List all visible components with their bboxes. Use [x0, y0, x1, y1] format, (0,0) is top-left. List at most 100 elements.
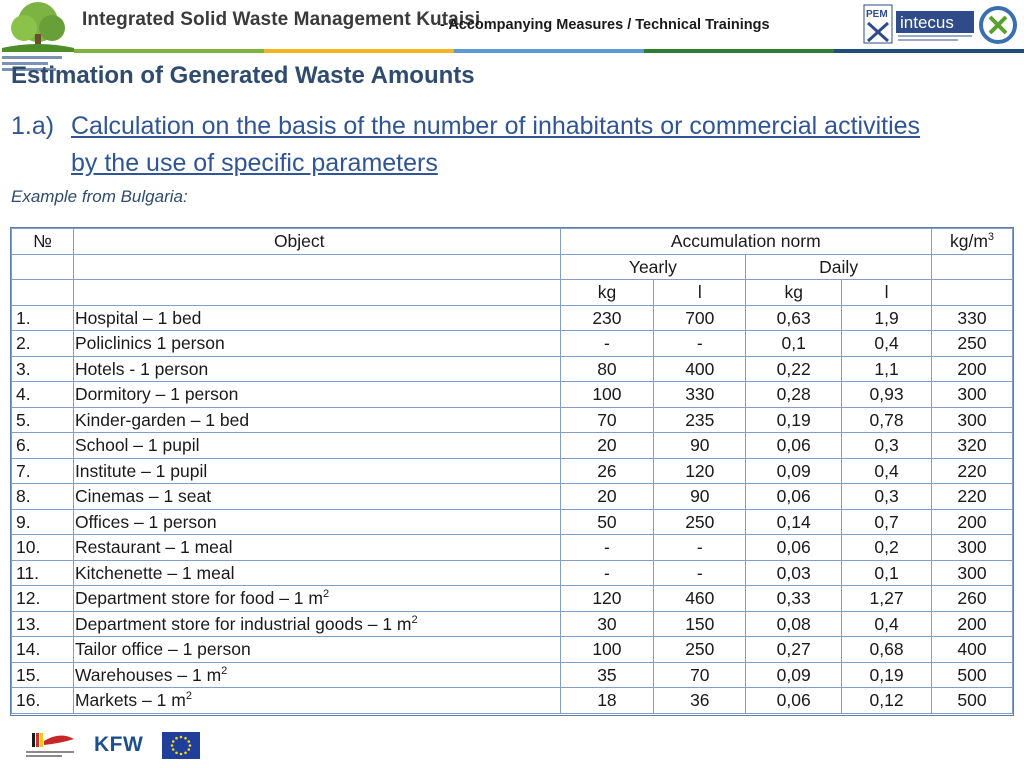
row-daily-kg: 0,09: [745, 661, 843, 688]
pem-logo-text: PEM: [866, 9, 888, 20]
row-density: 300: [931, 559, 1013, 586]
row-yearly-l: 120: [653, 457, 747, 484]
header-object: Object: [72, 228, 561, 255]
row-daily-l: 0,3: [841, 483, 933, 510]
row-daily-kg: 0,09: [745, 457, 843, 484]
row-object-text: Kinder-garden – 1 bed: [74, 409, 250, 430]
row-yearly-kg: 26: [559, 457, 655, 484]
row-yearly-l: 700: [653, 304, 747, 331]
row-object-text: Restaurant – 1 meal: [74, 537, 233, 558]
section-subtitle: - Accompanying Measures / Technical Trai…: [440, 17, 770, 33]
table-row: 3. Hotels - 1 person 80 400 0,22 1,1 200: [11, 355, 1013, 382]
row-number: 11.: [11, 559, 74, 586]
row-yearly-kg: 20: [559, 483, 655, 510]
row-object: Institute – 1 pupil: [72, 457, 561, 484]
row-object-sup: 2: [322, 588, 330, 601]
row-yearly-l: 460: [653, 585, 747, 612]
row-daily-l: 1,27: [841, 585, 933, 612]
row-object-text: Markets – 1 m: [74, 690, 186, 711]
row-object-text: Department store for food – 1 m: [74, 588, 323, 609]
row-yearly-l: 250: [653, 508, 747, 535]
german-cooperation-logo-icon: [26, 733, 74, 757]
row-yearly-kg: 50: [559, 508, 655, 535]
row-yearly-kg: 230: [559, 304, 655, 331]
row-daily-l: 0,7: [841, 508, 933, 535]
row-number: 16.: [11, 687, 74, 714]
row-object-text: Kitchenette – 1 meal: [74, 562, 235, 583]
row-object-text: Policlinics 1 person: [74, 333, 225, 354]
accumulation-norm-table: № Object Accumulation norm kg/m3 Yearly …: [11, 228, 1013, 714]
row-number: 9.: [11, 508, 74, 535]
row-object-text: School – 1 pupil: [74, 435, 200, 456]
row-daily-l: 0,12: [841, 687, 933, 714]
row-density: 500: [931, 687, 1013, 714]
row-daily-kg: 0,06: [745, 534, 843, 561]
row-object: Hospital – 1 bed: [72, 304, 561, 331]
header-daily-l: l: [841, 279, 933, 306]
row-object: Cinemas – 1 seat: [72, 483, 561, 510]
row-density: 220: [931, 483, 1013, 510]
header-daily-kg: kg: [745, 279, 843, 306]
header-no: №: [11, 228, 74, 255]
row-number: 13.: [11, 610, 74, 637]
table-row: 5. Kinder-garden – 1 bed 70 235 0,19 0,78 300: [11, 406, 1013, 433]
row-yearly-kg: 100: [559, 636, 655, 663]
row-number: 14.: [11, 636, 74, 663]
row-daily-l: 0,68: [841, 636, 933, 663]
row-object-text: Dormitory – 1 person: [74, 384, 239, 405]
row-daily-l: 0,4: [841, 330, 933, 357]
row-density: 200: [931, 508, 1013, 535]
row-density: 300: [931, 406, 1013, 433]
row-object-text: Hotels - 1 person: [74, 358, 209, 379]
intecus-logo-text: intecus: [900, 13, 954, 32]
row-number: 12.: [11, 585, 74, 612]
row-number: 8.: [11, 483, 74, 510]
row-object-text: Department store for industrial goods – …: [74, 613, 412, 634]
eu-flag-icon: [162, 732, 200, 759]
slide-footer: KFW: [0, 725, 1024, 768]
row-density: 400: [931, 636, 1013, 663]
row-object-sup: 2: [185, 690, 192, 703]
row-object-text: Institute – 1 pupil: [74, 460, 208, 481]
row-object: Offices – 1 person: [72, 508, 561, 535]
row-daily-kg: 0,19: [745, 406, 843, 433]
row-object-sup: 2: [221, 664, 228, 677]
row-object: Dormitory – 1 person: [72, 381, 561, 408]
row-yearly-l: -: [653, 534, 747, 561]
row-density: 220: [931, 457, 1013, 484]
project-title: Integrated Solid Waste Management Kutais…: [82, 9, 481, 30]
row-number: 3.: [11, 355, 74, 382]
row-daily-kg: 0,03: [745, 559, 843, 586]
row-number: 10.: [11, 534, 74, 561]
table-row: 4. Dormitory – 1 person 100 330 0,28 0,93 300: [11, 381, 1013, 408]
row-object: Tailor office – 1 person: [72, 636, 561, 663]
row-daily-kg: 0,06: [745, 687, 843, 714]
header-row-1: № Object Accumulation norm kg/m3: [11, 228, 1013, 255]
row-daily-kg: 0,63: [745, 304, 843, 331]
table-row: 11. Kitchenette – 1 meal - -0,03 0,1 300: [11, 559, 1013, 586]
row-yearly-l: 235: [653, 406, 747, 433]
row-daily-l: 0,4: [841, 610, 933, 637]
row-daily-l: 0,3: [841, 432, 933, 459]
header-yearly-l: l: [653, 279, 747, 306]
header-density-sup: 3: [987, 231, 995, 244]
table-row: 13. Department store for industrial goods…: [11, 610, 1013, 637]
row-daily-kg: 0,06: [745, 483, 843, 510]
row-yearly-kg: 80: [559, 355, 655, 382]
table-row: 1. Hospital – 1 bed 230 700 0,63 1,9 330: [11, 304, 1013, 331]
kfw-logo: KFW: [94, 733, 144, 756]
row-density: 500: [931, 661, 1013, 688]
row-object-text: Cinemas – 1 seat: [74, 486, 212, 507]
row-yearly-l: 36: [653, 687, 747, 714]
row-daily-l: 0,2: [841, 534, 933, 561]
row-daily-kg: 0,1: [745, 330, 843, 357]
table-row: 6. School – 1 pupil 20 90 0,06 0,3 320: [11, 432, 1013, 459]
row-object: Hotels - 1 person: [72, 355, 561, 382]
row-yearly-kg: -: [559, 330, 655, 357]
row-daily-kg: 0,14: [745, 508, 843, 535]
row-object-sup: 2: [411, 613, 418, 626]
header-density-unit: kg/m: [949, 231, 988, 252]
header-blank: [11, 253, 74, 280]
row-daily-kg: 0,22: [745, 355, 843, 382]
row-yearly-kg: 30: [559, 610, 655, 637]
